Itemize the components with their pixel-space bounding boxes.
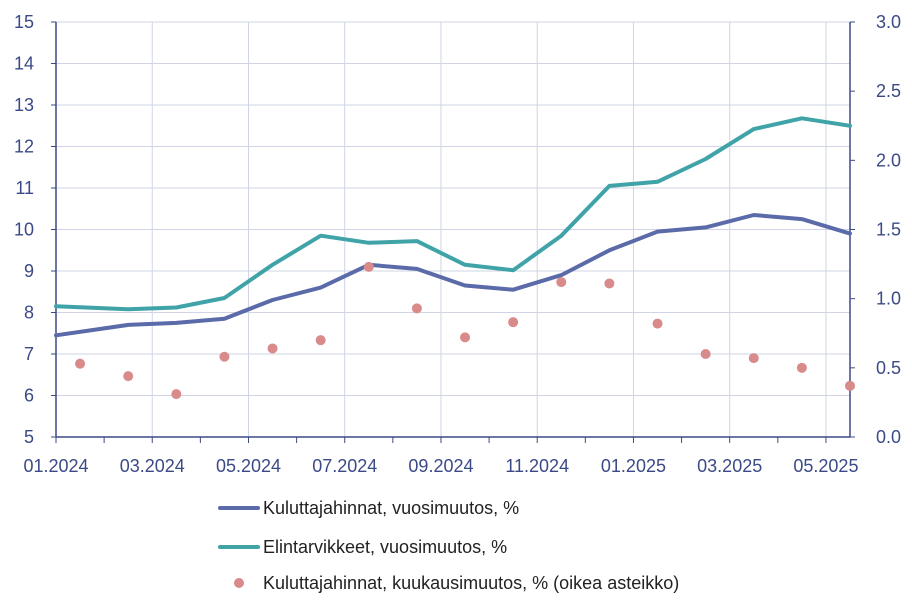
scatter-point (267, 343, 278, 354)
scatter-point (363, 261, 374, 272)
y-right-tick-label: 1.5 (876, 220, 901, 240)
scatter-point (411, 303, 422, 314)
series-line-1 (54, 213, 852, 338)
scatter-point (315, 335, 326, 346)
legend-label: Elintarvikkeet, vuosimuutos, % (263, 537, 507, 557)
y-right-tick-label: 0.5 (876, 358, 901, 378)
scatter-point (652, 318, 663, 329)
y-right-tick-label: 3.0 (876, 12, 901, 32)
x-tick-label: 05.2025 (793, 456, 858, 476)
x-tick-label: 07.2024 (312, 456, 377, 476)
scatter-point (845, 380, 855, 391)
series-layer (54, 116, 855, 400)
scatter-point (556, 277, 567, 288)
legend-swatch-dot (234, 578, 244, 588)
y-right-tick-label: 2.5 (876, 81, 901, 101)
y-right-tick-label: 2.0 (876, 150, 901, 170)
x-tick-label: 01.2025 (601, 456, 666, 476)
y-left-tick-label: 10 (14, 220, 34, 240)
x-tick-label: 03.2024 (120, 456, 185, 476)
y-left-tick-label: 15 (14, 12, 34, 32)
y-left-tick-label: 8 (24, 303, 34, 323)
scatter-point (75, 358, 86, 369)
scatter-point (748, 353, 759, 364)
legend: Kuluttajahinnat, vuosimuutos, % Elintarvi… (218, 498, 679, 593)
x-tick-label: 05.2024 (216, 456, 281, 476)
x-tick-label: 09.2024 (408, 456, 473, 476)
scatter-point (796, 362, 807, 373)
grid (56, 21, 850, 437)
scatter-point (219, 351, 230, 362)
scatter-point (460, 332, 471, 343)
scatter-point (171, 389, 182, 400)
y-left-tick-label: 5 (24, 427, 34, 447)
y-left-tick-label: 7 (24, 344, 34, 364)
scatter-point (700, 349, 711, 359)
y-right-tick-label: 0.0 (876, 427, 901, 447)
y-left-tick-label: 13 (14, 95, 34, 115)
y-left-tick-label: 6 (24, 386, 34, 406)
axes: 5 6 7 8 9 10 11 12 13 14 15 01.2024 03.2024 05.2024 07… (14, 12, 901, 476)
y-left-tick-label: 14 (14, 54, 34, 74)
y-left-tick-label: 9 (24, 261, 34, 281)
x-tick-label: 03.2025 (697, 456, 762, 476)
series-line-2 (54, 116, 852, 312)
scatter-point (508, 317, 519, 328)
scatter-point (604, 278, 615, 289)
x-tick-label: 01.2024 (23, 456, 88, 476)
y-left-tick-label: 12 (14, 137, 34, 157)
scatter-point (123, 371, 134, 382)
y-right-tick-label: 1.0 (876, 289, 901, 309)
legend-label: Kuluttajahinnat, kuukausimuutos, % (oike… (263, 573, 679, 593)
x-tick-label: 11.2024 (505, 456, 569, 476)
legend-label: Kuluttajahinnat, vuosimuutos, % (263, 498, 519, 518)
y-left-tick-label: 11 (15, 178, 34, 198)
